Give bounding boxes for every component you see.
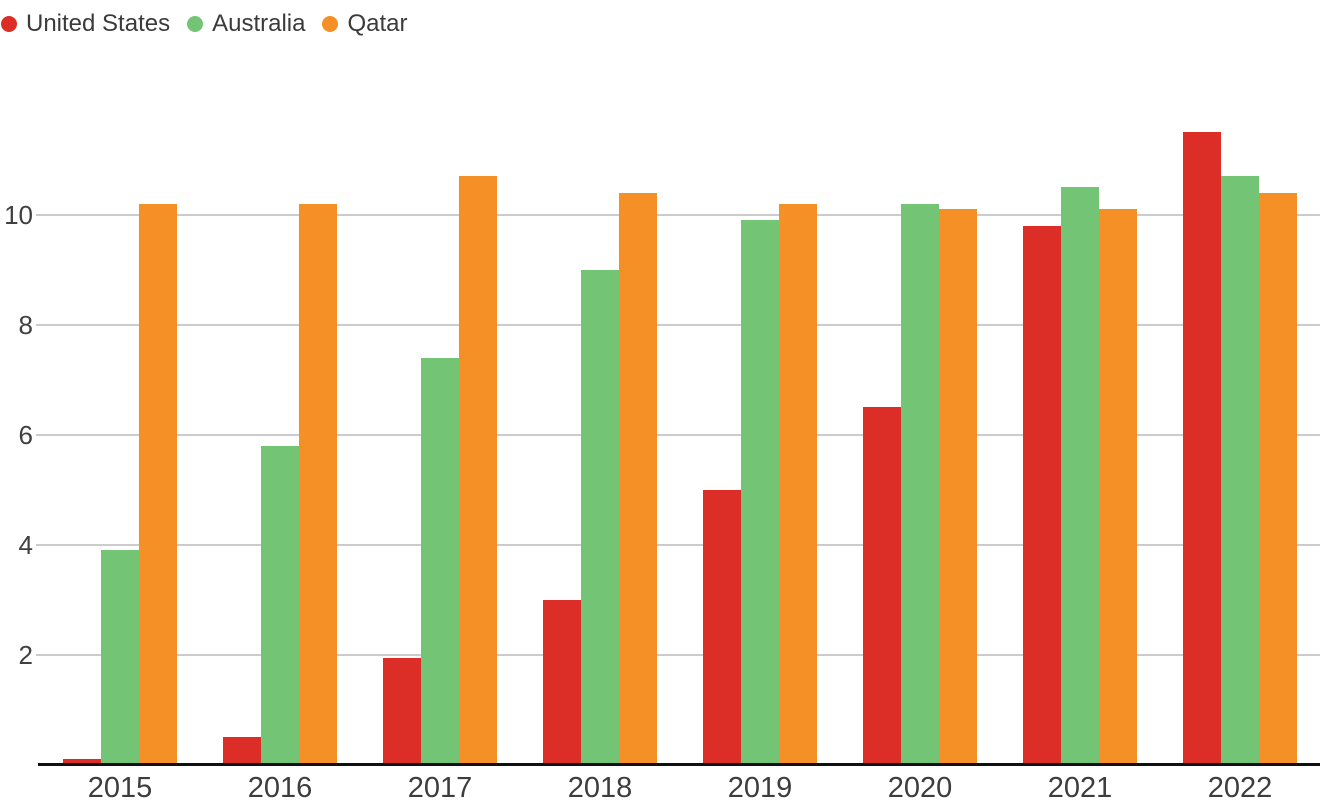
legend-item-qatar: Qatar [322, 10, 408, 38]
x-axis-tick-label: 2017 [407, 772, 473, 804]
x-axis-tick-label: 2021 [1047, 772, 1113, 804]
gridline [36, 214, 1320, 216]
bar-united-states-2018 [543, 600, 581, 765]
x-axis-tick-label: 2019 [727, 772, 793, 804]
legend-label: Qatar [347, 10, 408, 37]
gridline [36, 544, 1320, 546]
x-axis-tick-label: 2016 [247, 772, 313, 804]
bar-united-states-2017 [383, 658, 421, 765]
bar-australia-2018 [581, 270, 619, 765]
y-axis-tick-label: 10 [4, 200, 33, 230]
gridline [36, 324, 1320, 326]
x-axis-tick-label: 2018 [567, 772, 633, 804]
bar-united-states-2022 [1183, 132, 1221, 765]
bar-qatar-2018 [619, 193, 657, 765]
y-axis-tick-label: 4 [18, 530, 33, 560]
bar-qatar-2020 [939, 209, 977, 765]
bar-qatar-2016 [299, 204, 337, 765]
gridline [36, 434, 1320, 436]
legend-label: Australia [212, 10, 306, 37]
bar-australia-2015 [101, 550, 139, 765]
gridline [36, 654, 1320, 656]
bar-australia-2022 [1221, 176, 1259, 765]
legend-item-australia: Australia [187, 10, 305, 38]
x-axis-tick-label: 2022 [1207, 772, 1273, 804]
bar-qatar-2019 [779, 204, 817, 765]
chart-legend: United States Australia Qatar [1, 10, 425, 38]
bar-australia-2017 [421, 358, 459, 765]
y-axis-tick-label: 2 [18, 640, 33, 670]
legend-label: United States [26, 10, 171, 37]
bar-qatar-2021 [1099, 209, 1137, 765]
bar-qatar-2017 [459, 176, 497, 765]
bar-australia-2020 [901, 204, 939, 765]
legend-dot-icon [187, 16, 204, 32]
bar-united-states-2019 [703, 490, 741, 765]
bar-qatar-2015 [139, 204, 177, 765]
x-axis-tick-label: 2015 [87, 772, 153, 804]
bar-united-states-2021 [1023, 226, 1061, 765]
bar-australia-2016 [261, 446, 299, 765]
legend-dot-icon [1, 16, 17, 32]
bar-australia-2021 [1061, 187, 1099, 765]
bar-united-states-2020 [863, 407, 901, 765]
bar-australia-2019 [741, 220, 779, 765]
x-axis-tick-label: 2020 [887, 772, 953, 804]
bar-united-states-2015 [63, 759, 101, 765]
x-axis-line [38, 763, 1320, 766]
y-axis-tick-label: 8 [18, 310, 33, 340]
legend-dot-icon [322, 16, 339, 32]
bar-united-states-2016 [223, 737, 261, 765]
legend-item-united-states: United States [1, 10, 170, 38]
bar-qatar-2022 [1259, 193, 1297, 765]
y-axis-tick-label: 6 [18, 420, 33, 450]
